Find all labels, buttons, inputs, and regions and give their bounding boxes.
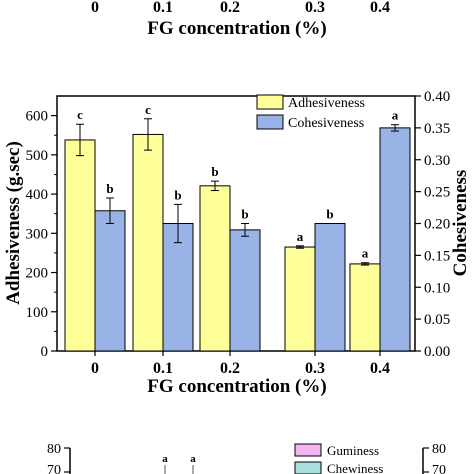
legend: Adhesiveness Cohesiveness (256, 94, 365, 131)
legend-swatch-adhesiveness (256, 94, 284, 110)
bars-layer (64, 127, 411, 352)
x-axis: 0 0.1 0.2 0.3 0.4 (91, 351, 390, 377)
left-tick-label-5: 500 (26, 148, 49, 164)
left-tick-label-0: 0 (41, 344, 49, 360)
bar-adhesiveness-3 (284, 246, 316, 352)
right-tick-label-5: 0.25 (424, 185, 450, 201)
right-axis: 0.00 0.05 0.10 0.15 0.20 0.25 0.30 0.35 0.40 (415, 89, 450, 360)
legend-label-adhesiveness: Adhesiveness (288, 96, 365, 111)
significance-letter-adhesiveness-4: a (362, 246, 369, 261)
x-axis-title: FG concentration (%) (147, 376, 326, 397)
bar-cohesiveness-2 (229, 229, 261, 352)
x-tick-label-1: 0.1 (153, 360, 173, 377)
left-tick-label-4: 400 (26, 187, 49, 203)
x-tick-label-0: 0 (91, 360, 99, 377)
x-tick-label-2: 0.2 (220, 360, 240, 377)
top-xlabel: FG concentration (%) (147, 18, 326, 39)
bar-adhesiveness-1 (132, 133, 164, 352)
top-tick-label-3: 0.3 (305, 0, 325, 16)
significance-letter-cohesiveness-3: b (326, 207, 333, 222)
error-bars-layer (76, 118, 399, 266)
significance-letter-adhesiveness-0: c (77, 107, 83, 122)
bottom-letter-1: a (190, 453, 196, 465)
top-fragment: 0 0.1 0.2 0.3 0.4 FG concentration (%) (91, 0, 390, 39)
bottom-fragment: 80 70 80 70 a a Guminess Chewiness (47, 442, 446, 474)
top-tick-label-4: 0.4 (370, 0, 390, 16)
bar-cohesiveness-4 (379, 127, 411, 352)
bottom-legend-label-chewiness: Chewiness (327, 461, 383, 474)
bottom-letter-0: a (162, 453, 168, 465)
right-tick-label-2: 0.10 (424, 280, 450, 296)
right-tick-label-7: 0.35 (424, 121, 450, 137)
legend-swatch-cohesiveness (256, 114, 284, 130)
right-tick-label-4: 0.20 (424, 217, 450, 233)
significance-letter-adhesiveness-2: b (211, 164, 218, 179)
significance-letter-adhesiveness-1: c (145, 102, 151, 117)
left-axis: 0 100 200 300 400 500 600 (26, 109, 57, 360)
left-tick-label-6: 600 (26, 109, 49, 125)
bottom-legend-swatch-chewiness (294, 461, 322, 474)
bar-cohesiveness-0 (94, 210, 126, 352)
y2-axis-title: Cohesiveness (450, 170, 471, 277)
left-tick-label-3: 300 (26, 226, 49, 242)
bar-adhesiveness-0 (64, 139, 96, 352)
right-tick-label-1: 0.05 (424, 312, 450, 328)
right-tick-label-0: 0.00 (424, 344, 450, 360)
right-tick-label-3: 0.15 (424, 248, 450, 264)
significance-letter-adhesiveness-3: a (297, 229, 304, 244)
bar-adhesiveness-4 (349, 263, 381, 352)
bar-cohesiveness-3 (314, 223, 346, 352)
left-tick-label-1: 100 (26, 305, 49, 321)
top-tick-label-1: 0.1 (153, 0, 173, 16)
significance-letter-cohesiveness-4: a (392, 108, 399, 123)
top-tick-label-0: 0 (91, 0, 99, 16)
significance-letter-cohesiveness-2: b (241, 207, 248, 222)
bar-adhesiveness-2 (199, 185, 231, 352)
bottom-right-tick-label-80: 80 (432, 442, 446, 457)
bottom-legend-label-guminess: Guminess (327, 443, 379, 458)
bottom-legend-swatch-guminess (294, 443, 322, 457)
right-tick-label-6: 0.30 (424, 153, 450, 169)
y-axis-title: Adhesiveness (g.sec) (3, 141, 24, 305)
legend-label-cohesiveness: Cohesiveness (288, 116, 364, 131)
significance-letter-cohesiveness-0: b (106, 181, 113, 196)
right-tick-label-8: 0.40 (424, 89, 450, 105)
bottom-left-tick-label-80: 80 (47, 442, 61, 457)
x-tick-label-3: 0.3 (305, 360, 325, 377)
x-tick-label-4: 0.4 (370, 360, 390, 377)
bottom-left-tick-label-70: 70 (47, 463, 61, 474)
significance-letters-layer: c c b a a b b b b a (77, 102, 399, 261)
top-tick-label-2: 0.2 (220, 0, 240, 16)
left-tick-label-2: 200 (26, 266, 49, 282)
bottom-right-tick-label-70: 70 (432, 463, 446, 474)
significance-letter-cohesiveness-1: b (174, 187, 181, 202)
